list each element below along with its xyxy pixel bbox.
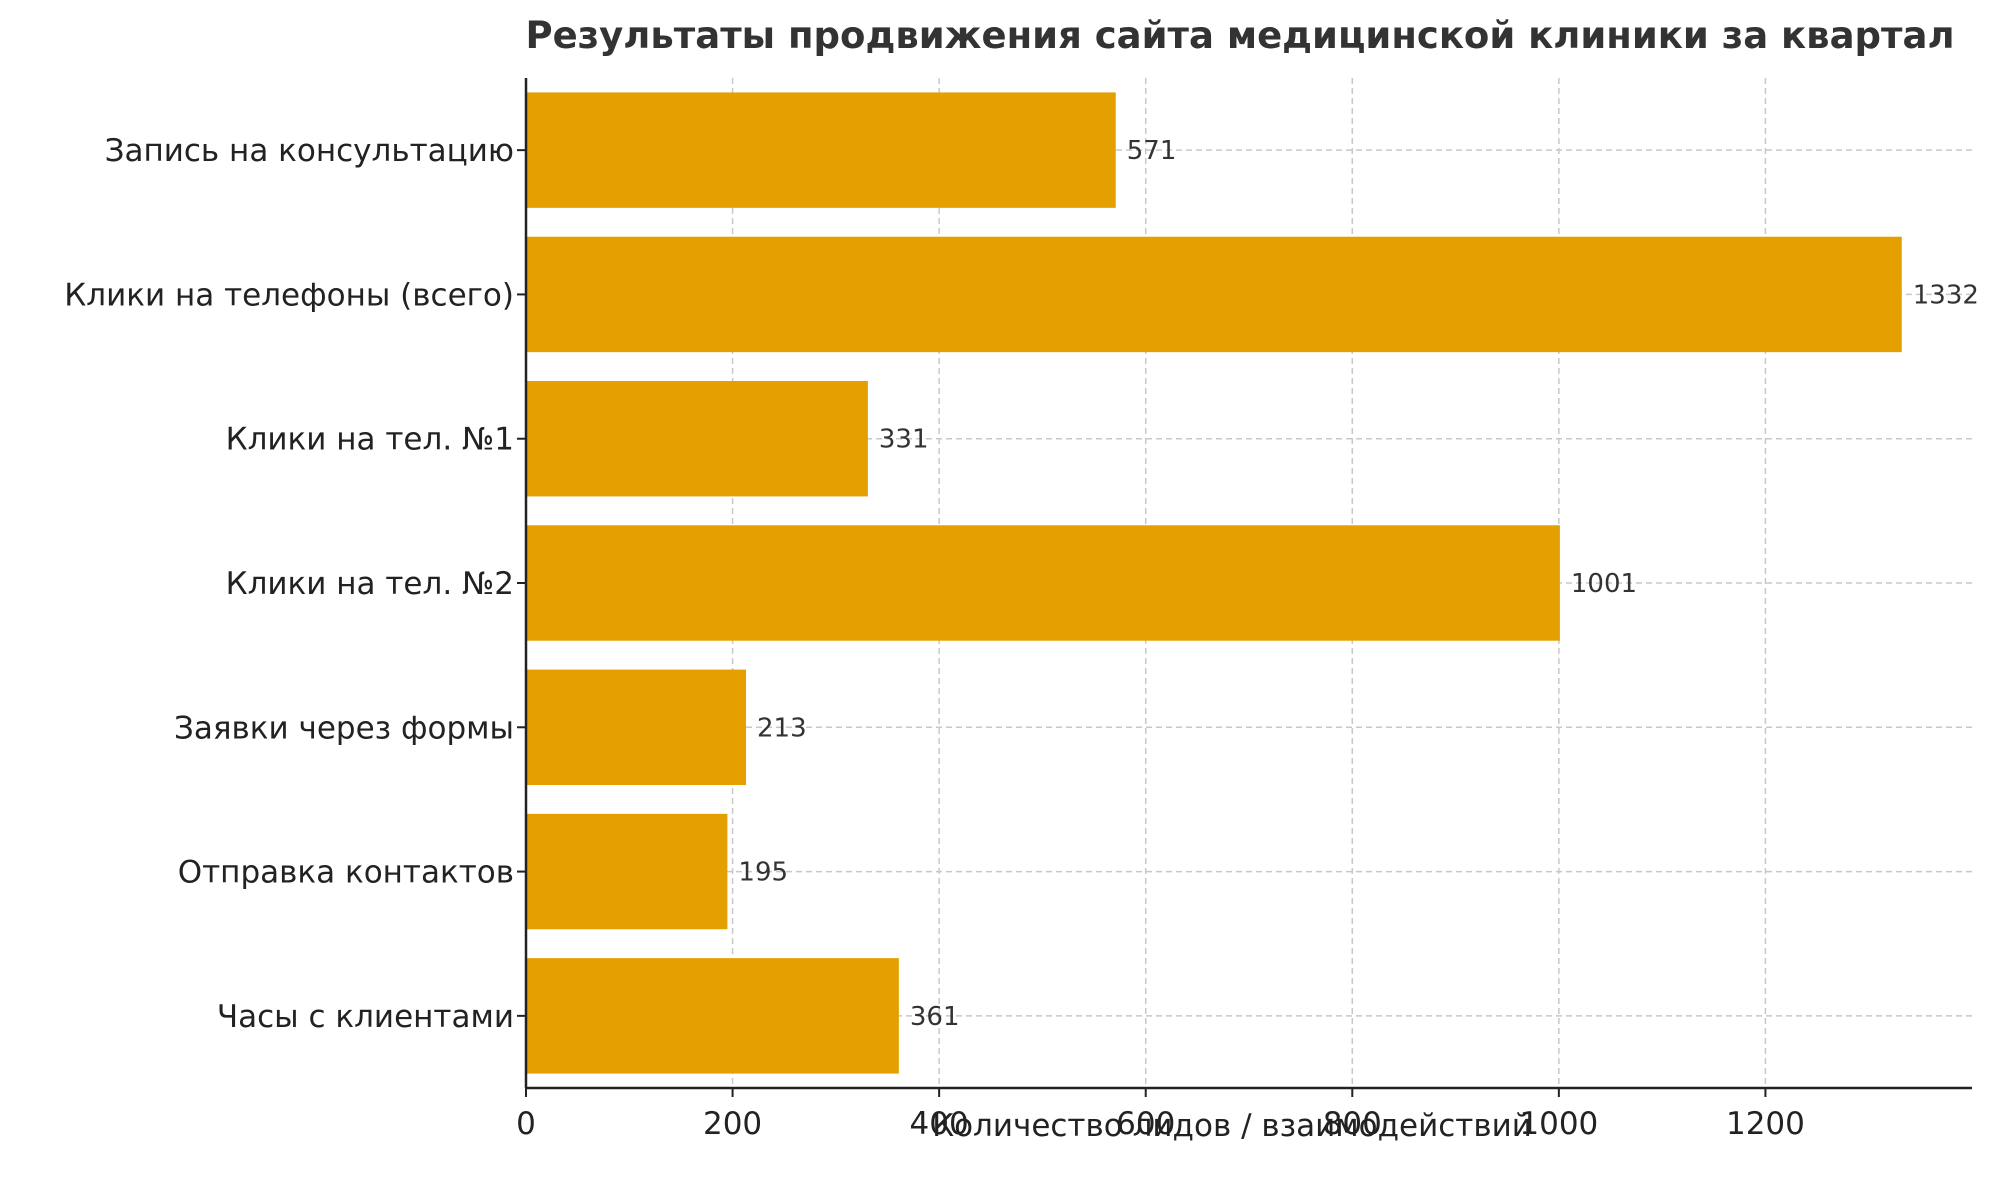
bars xyxy=(526,92,1902,1074)
value-label: 1332 xyxy=(1913,280,1979,310)
category-label: Запись на консультацию xyxy=(105,133,514,169)
x-tick-label: 600 xyxy=(1116,1106,1175,1142)
value-label: 571 xyxy=(1127,136,1177,166)
bar xyxy=(526,381,868,497)
x-axis-label: Количество лидов / взаимодействий xyxy=(932,1108,1532,1144)
bar xyxy=(526,958,899,1074)
category-label: Клики на телефоны (всего) xyxy=(64,277,514,313)
category-label: Часы с клиентами xyxy=(217,999,514,1035)
value-label: 1001 xyxy=(1571,569,1637,599)
bar xyxy=(526,92,1116,208)
bar xyxy=(526,669,746,785)
category-label: Заявки через формы xyxy=(174,710,514,746)
bar xyxy=(526,236,1902,353)
value-label: 331 xyxy=(879,425,929,455)
x-tick-label: 1200 xyxy=(1726,1106,1805,1142)
bar xyxy=(526,525,1560,641)
x-tick-label: 800 xyxy=(1323,1106,1382,1142)
category-label: Отправка контактов xyxy=(178,855,514,891)
x-tick-label: 400 xyxy=(910,1106,969,1142)
bar xyxy=(526,813,728,930)
category-labels: Запись на консультацию Клики на телефоны … xyxy=(64,133,514,1035)
x-tick-label: 1000 xyxy=(1519,1106,1598,1142)
category-label: Клики на тел. №1 xyxy=(226,422,514,458)
chart-title: Результаты продвижения сайта медицинской… xyxy=(525,14,1954,57)
value-label: 213 xyxy=(757,713,807,743)
x-tick-label: 0 xyxy=(516,1106,536,1142)
axes: 0 200 400 600 800 1000 1200 xyxy=(516,78,1972,1142)
value-label: 361 xyxy=(910,1002,960,1032)
value-label: 195 xyxy=(738,858,788,888)
x-tick-label: 200 xyxy=(703,1106,762,1142)
value-labels: 571 1332 331 1001 213 195 361 xyxy=(738,136,1979,1032)
category-label: Клики на тел. №2 xyxy=(226,566,514,602)
